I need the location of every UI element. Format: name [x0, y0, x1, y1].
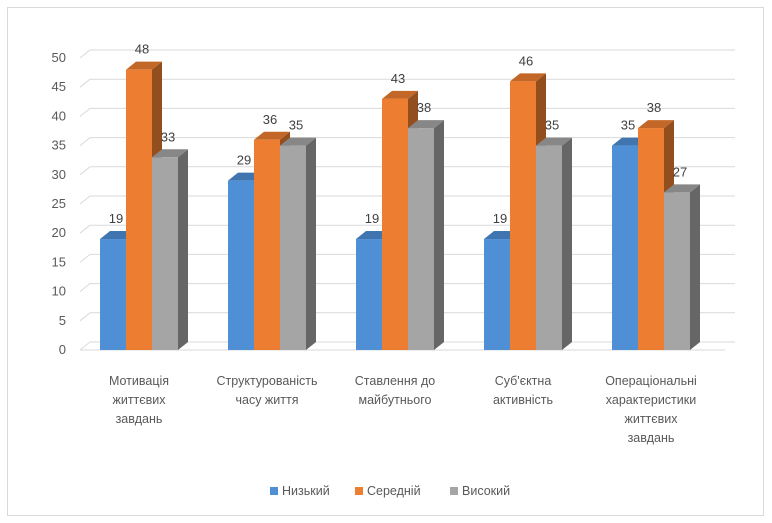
bars — [100, 61, 700, 351]
y-tick-label: 25 — [52, 196, 66, 211]
gridline-side — [79, 312, 91, 322]
bar-Високий-0 — [152, 149, 188, 350]
bar-top — [664, 184, 700, 193]
data-label: 46 — [519, 53, 533, 68]
bar-Високий-2 — [408, 120, 444, 350]
bar-front — [664, 192, 690, 350]
bar-front — [280, 145, 306, 350]
y-tick-label: 50 — [52, 50, 66, 65]
x-category-label: Суб'єктна активність — [493, 374, 553, 407]
bar-front — [152, 157, 178, 350]
data-labels: 19 48 33 29 36 35 19 43 38 19 46 35 35 38 27 — [109, 42, 687, 226]
data-label: 27 — [673, 164, 687, 179]
y-tick-label: 15 — [52, 254, 66, 269]
data-label: 19 — [365, 211, 379, 226]
legend-item: Низький — [270, 484, 330, 498]
gridline-side — [79, 224, 91, 234]
gridline-side — [79, 283, 91, 292]
bar-front — [510, 81, 536, 351]
data-label: 38 — [647, 100, 661, 115]
bar-front — [408, 128, 434, 350]
gridline-side — [79, 108, 91, 117]
bar-Високий-3 — [536, 137, 572, 350]
bar-side — [178, 149, 188, 350]
y-tick-label: 20 — [52, 225, 66, 240]
bar-front — [100, 239, 126, 350]
bar-front — [228, 180, 254, 350]
x-category-label: Структурованість часу життя — [217, 374, 318, 407]
gridline-side — [79, 137, 91, 146]
y-tick-label: 35 — [52, 138, 66, 153]
bar-top — [382, 90, 418, 99]
y-tick-label: 5 — [59, 313, 66, 328]
data-label: 38 — [417, 100, 431, 115]
y-tick-label: 40 — [52, 108, 66, 123]
bar-side — [562, 137, 572, 350]
bar-front — [126, 69, 152, 351]
gridline-side — [79, 254, 91, 263]
y-axis: 0 5 10 15 20 25 30 35 40 45 50 — [52, 50, 66, 357]
legend: Низький Середній Високий — [270, 484, 510, 498]
gridline-side — [79, 78, 91, 88]
bar-top — [254, 131, 290, 140]
bar-Високий-4 — [664, 184, 700, 350]
bar-front — [536, 145, 562, 350]
bar-side — [306, 137, 316, 350]
bar-front — [484, 239, 510, 350]
data-label: 35 — [621, 118, 635, 133]
legend-swatch — [355, 487, 363, 495]
bar-top — [280, 137, 316, 146]
bar-front — [254, 139, 280, 350]
bar-front — [382, 98, 408, 350]
bar-side — [690, 184, 700, 350]
x-category-label: Операціональні характеристики життєвих завд… — [605, 374, 697, 445]
data-label: 36 — [263, 112, 277, 127]
gridline-side — [79, 49, 91, 59]
data-label: 19 — [109, 211, 123, 226]
legend-label: Середній — [367, 484, 421, 498]
x-category-label: Ставлення до майбутнього — [355, 374, 436, 407]
bar-side — [434, 120, 444, 350]
data-label: 35 — [545, 118, 559, 133]
y-tick-label: 10 — [52, 284, 66, 299]
bar-front — [356, 239, 382, 350]
data-label: 43 — [391, 71, 405, 86]
legend-label: Високий — [462, 484, 510, 498]
legend-swatch — [270, 487, 278, 495]
gridline-side — [79, 195, 91, 205]
bar-front — [638, 128, 664, 350]
y-tick-label: 45 — [52, 79, 66, 94]
data-label: 35 — [289, 118, 303, 133]
bar-top — [536, 137, 572, 146]
data-label: 33 — [161, 129, 175, 144]
x-category-label: Мотивація життєвих завдань — [109, 374, 169, 426]
legend-label: Низький — [282, 484, 330, 498]
bar-top — [126, 61, 162, 70]
gridline-side — [79, 166, 91, 176]
data-label: 19 — [493, 211, 507, 226]
bar-top — [152, 149, 188, 158]
bar-front — [612, 145, 638, 350]
legend-swatch — [450, 487, 458, 495]
legend-item: Високий — [450, 484, 510, 498]
x-axis: Мотивація життєвих завдань Структурованість… — [109, 374, 697, 445]
y-tick-label: 0 — [59, 342, 66, 357]
y-tick-label: 30 — [52, 167, 66, 182]
gridline-side — [79, 341, 91, 351]
bar-Високий-1 — [280, 137, 316, 350]
data-label: 29 — [237, 153, 251, 168]
legend-item: Середній — [355, 484, 421, 498]
data-label: 48 — [135, 42, 149, 57]
bar-top — [510, 73, 546, 82]
bar-top — [408, 120, 444, 129]
bar-top — [638, 120, 674, 129]
